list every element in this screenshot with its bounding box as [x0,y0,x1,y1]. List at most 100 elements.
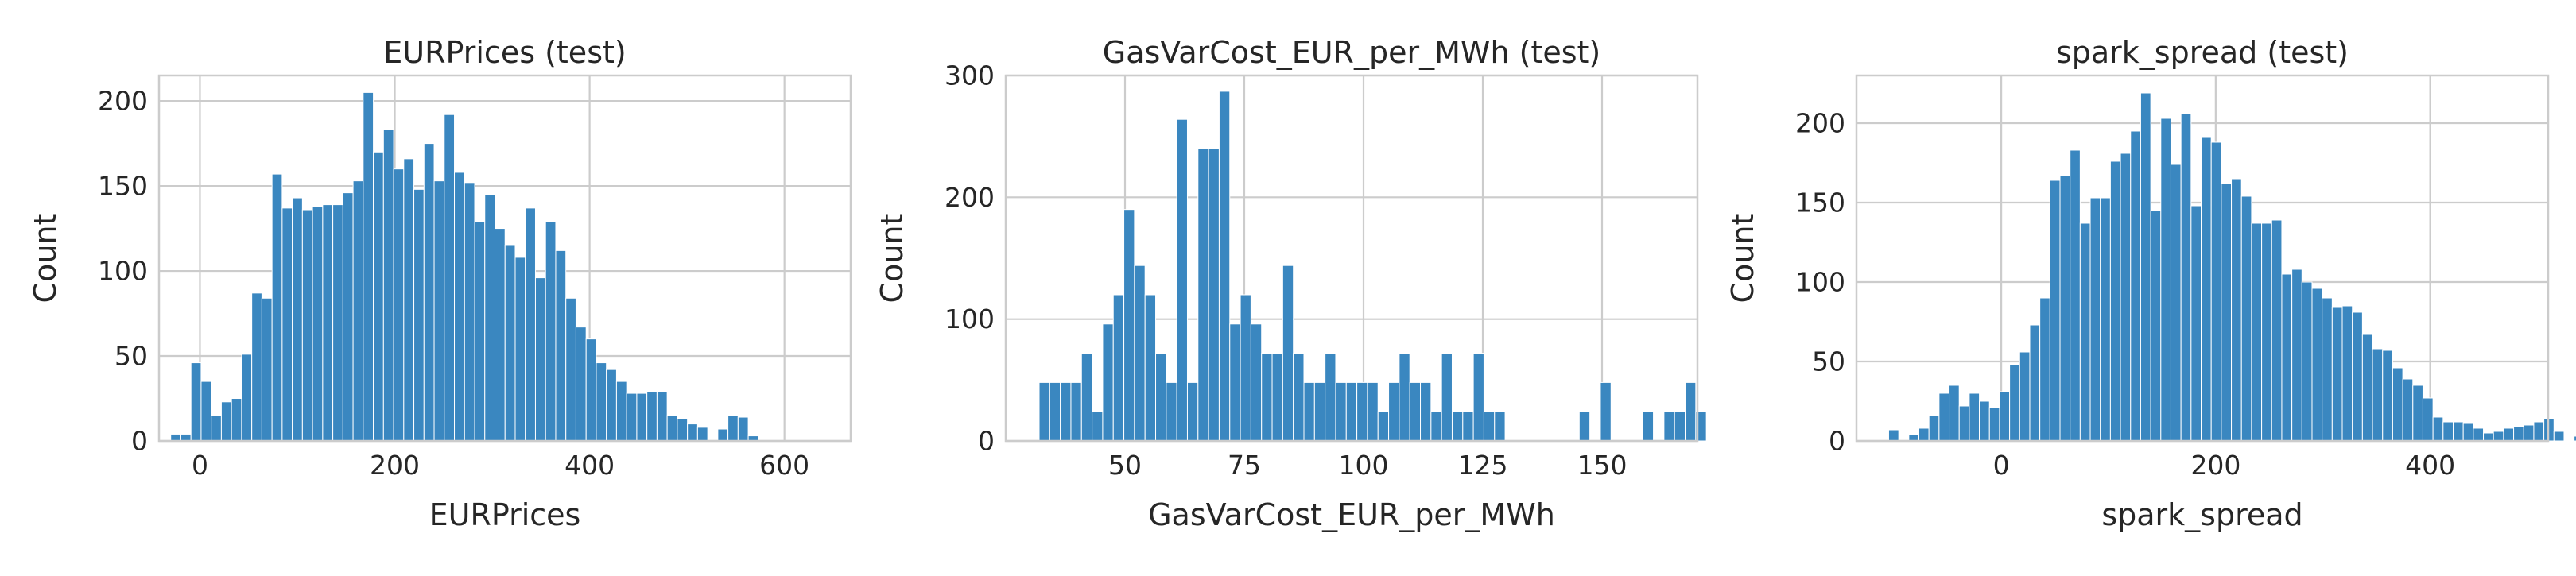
histogram-bar [433,180,445,442]
histogram-bar [696,427,708,442]
histogram-bar [2372,348,2384,442]
x-tick-label: 600 [759,450,809,481]
histogram-bar [717,428,729,442]
x-tick-label: 400 [564,450,615,481]
histogram-bar [2452,421,2464,442]
histogram-bar [484,194,496,442]
histogram-bar [2009,364,2020,442]
histogram-bar [1483,411,1496,442]
histogram-bar [2120,153,2132,442]
y-tick-label: 100 [1795,267,1845,298]
x-tick-label: 50 [1108,450,1142,481]
histogram-bar [1958,405,1970,442]
histogram-bar [1092,411,1104,442]
x-tick-label: 0 [192,450,208,481]
histogram-bar [2513,426,2524,442]
histogram-bar [1282,265,1294,442]
histogram-bar [1494,411,1506,442]
histogram-bar [2574,435,2576,442]
histogram-bar [1918,427,1930,442]
histogram-bar [666,415,678,442]
histogram-bar [2180,113,2192,442]
histogram-bar [2251,222,2263,442]
y-tick-label: 200 [945,182,995,213]
histogram-bar [1038,381,1050,442]
histogram-bar [190,362,202,442]
histogram-bar [2412,385,2423,442]
chart-title: GasVarCost_EUR_per_MWh (test) [1103,35,1600,70]
histogram-bar [2261,222,2272,442]
histogram-bar [2382,350,2393,442]
histogram-bar [454,172,465,442]
histogram-bar [2201,137,2212,442]
histogram-bar [2049,180,2061,442]
histogram-bar [1176,118,1188,442]
histogram-bar [2271,219,2283,442]
histogram-bar [1123,209,1135,442]
y-axis-label: Count [28,214,63,303]
histogram-bar [575,327,587,442]
histogram-bar [1335,381,1347,442]
histogram-bar [1674,411,1686,442]
x-tick-label: 400 [2405,450,2455,481]
y-tick-label: 200 [1795,108,1845,139]
histogram-bar [373,151,384,442]
histogram-bar [2473,427,2485,442]
histogram-bar [2322,297,2333,442]
histogram-bar [677,418,689,442]
x-tick-label: 100 [1339,450,1389,481]
histogram-bar [312,206,324,442]
histogram-bar [332,204,343,442]
histogram-bar [646,391,658,442]
histogram-bar [413,188,425,442]
histogram-bar [2281,273,2293,442]
histogram-bar [2160,118,2171,442]
x-tick-label: 75 [1228,450,1261,481]
histogram-bar [2170,164,2182,442]
histogram-bar [1218,91,1231,442]
x-axis-label: spark_spread [2101,497,2302,532]
histogram-bar [403,158,415,442]
chart-panel-1: 0 50 100 150 200 0 200 400 600 EURPrices (test) EU… [28,35,852,532]
histogram-bar [545,221,557,442]
histogram-bar [292,197,303,442]
histogram-bar [444,114,456,442]
histogram-bar [251,292,262,442]
histogram-bar [534,277,546,442]
plot-frame [1855,74,2550,443]
histogram-bar [1988,407,2000,442]
histogram-bar [2523,424,2535,442]
y-tick-label: 50 [114,341,148,372]
histogram-bar [495,228,506,442]
histogram-bar [1356,381,1368,442]
histogram-bar [606,369,617,442]
histogram-bar [474,221,486,442]
histogram-bar [342,192,354,442]
histogram-bar [727,415,739,442]
histogram-bar [1070,381,1082,442]
histogram-bar [2341,305,2353,442]
histogram-bar [271,173,283,442]
histogram-bar [525,207,536,442]
chart-title: EURPrices (test) [383,35,626,70]
histogram-bar [1134,265,1146,442]
histogram-bar [241,354,253,442]
histogram-bar [615,381,627,442]
histogram-bar [504,245,516,442]
histogram-bar [1969,392,1980,442]
histogram-bar [1313,381,1326,442]
histogram-bar [1928,415,1940,442]
histogram-bar [2432,416,2444,442]
histogram-bar [2140,92,2151,442]
histogram-bar [2100,197,2111,442]
y-tick-label: 100 [98,256,148,287]
histogram-bar [514,257,526,442]
y-tick-label: 150 [98,171,148,202]
histogram-bar [2070,149,2081,442]
x-axis-label: GasVarCost_EUR_per_MWh [1148,497,1555,532]
chart-panel-2: 0 100 200 300 50 75 100 125 150 GasVarCost_EUR_pe… [875,35,1707,532]
histogram-bar [1472,353,1484,442]
histogram-bar [1208,148,1220,442]
histogram-bar [2352,311,2363,442]
